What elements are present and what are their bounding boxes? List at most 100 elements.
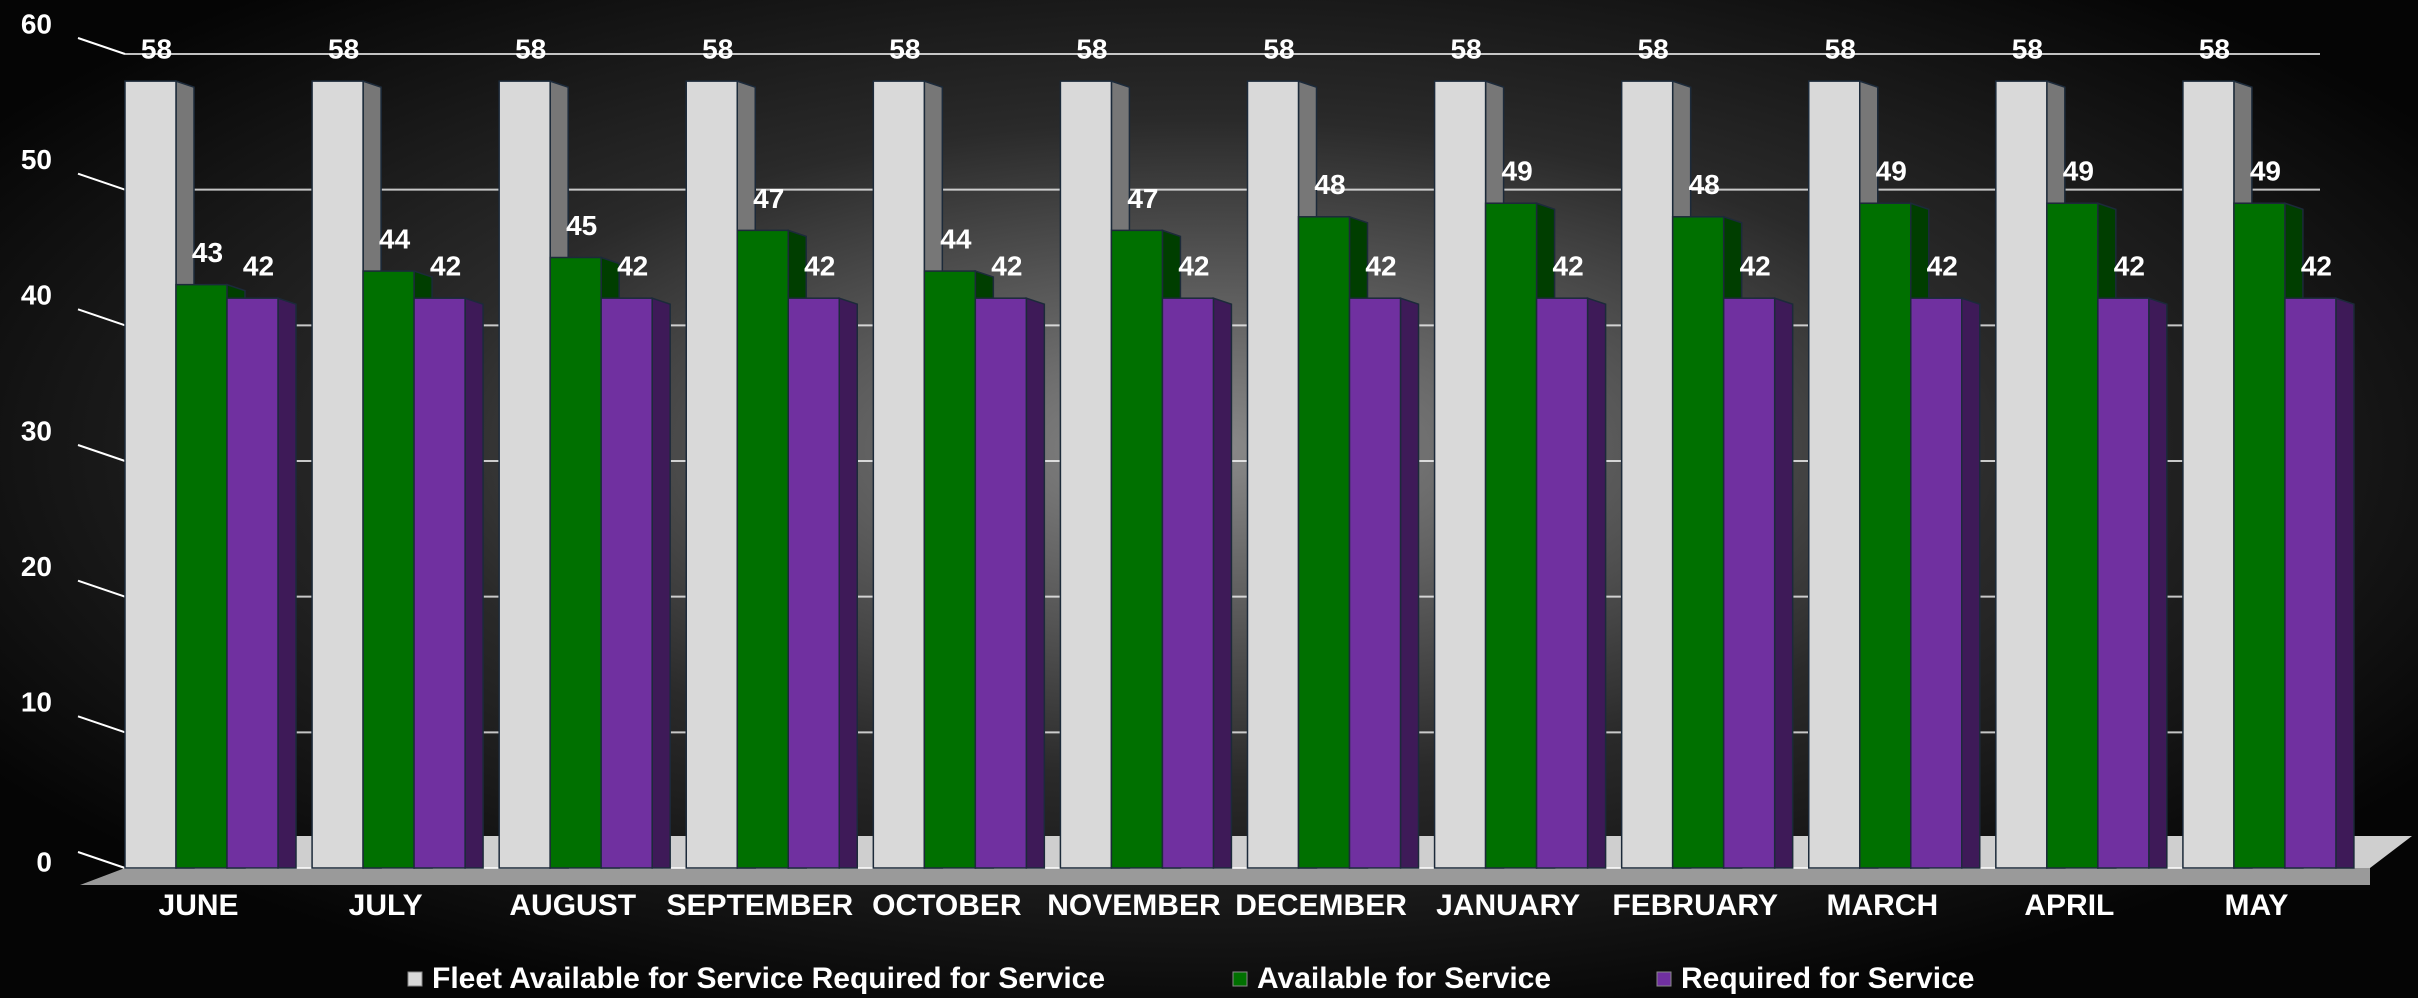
y-tick-label: 40 (21, 280, 52, 311)
bar (1348, 297, 1402, 869)
bar (1535, 297, 1589, 869)
bar (1484, 202, 1538, 869)
data-label: 47 (753, 183, 784, 214)
tick-mark (77, 37, 126, 55)
bar (362, 270, 415, 869)
data-label: 42 (617, 251, 648, 282)
bar-side (1212, 297, 1233, 869)
legend-swatch (407, 971, 423, 987)
bar-side (1586, 297, 1607, 869)
x-tick-label: MARCH (1826, 889, 1938, 922)
data-label: 58 (1076, 34, 1107, 65)
data-label: 58 (1825, 34, 1856, 65)
data-label: 42 (430, 251, 461, 282)
bar (2284, 297, 2337, 869)
y-tick-label: 60 (21, 8, 52, 39)
tick-mark (77, 579, 126, 598)
x-tick-label: OCTOBER (872, 889, 1022, 922)
bar (1859, 202, 1912, 869)
x-tick-label: AUGUST (509, 889, 636, 922)
data-label: 42 (991, 251, 1022, 282)
data-label: 42 (1178, 251, 1209, 282)
data-label: 58 (1638, 34, 1669, 65)
bar (1433, 80, 1487, 869)
data-label: 58 (1451, 34, 1482, 65)
data-label: 58 (328, 34, 359, 65)
x-tick-label: APRIL (2024, 889, 2114, 922)
bar (124, 80, 177, 869)
bar (1110, 229, 1164, 869)
bar (600, 297, 653, 869)
bar (1059, 80, 1113, 869)
data-label: 49 (1502, 156, 1533, 187)
bar (787, 297, 840, 869)
bar-side (1961, 297, 1981, 869)
bar (1161, 297, 1215, 869)
bar-side (2335, 297, 2355, 869)
x-tick-label: DECEMBER (1235, 889, 1407, 922)
data-label: 49 (1876, 156, 1907, 187)
bar (1297, 216, 1351, 869)
y-tick-label: 30 (21, 415, 52, 446)
bar (1246, 80, 1300, 869)
bar (2182, 80, 2235, 869)
data-label: 42 (2301, 251, 2332, 282)
bar (413, 297, 466, 869)
bar (974, 297, 1028, 869)
bar (923, 270, 977, 869)
bar (1722, 297, 1776, 869)
tick-mark (77, 444, 126, 462)
bar (685, 80, 738, 869)
bar (549, 256, 602, 869)
x-tick-label: SEPTEMBER (666, 889, 853, 922)
data-label: 49 (2250, 156, 2281, 187)
bar (2097, 297, 2150, 869)
bar-side (838, 297, 858, 869)
data-label: 48 (1689, 169, 1720, 200)
bar-side (1773, 297, 1794, 869)
data-label: 42 (1927, 251, 1958, 282)
bar (872, 80, 926, 869)
data-label: 43 (192, 237, 223, 268)
y-tick-label: 20 (21, 551, 52, 582)
data-label: 58 (141, 34, 172, 65)
data-label: 58 (889, 34, 920, 65)
tick-mark (77, 308, 126, 327)
legend-swatch (1232, 971, 1248, 987)
bar-side (277, 297, 297, 869)
legend-swatch (1656, 971, 1672, 987)
x-tick-label: JULY (349, 889, 423, 922)
data-label: 58 (1263, 34, 1294, 65)
bar-side (651, 297, 671, 869)
data-label: 49 (2063, 156, 2094, 187)
data-label: 58 (2012, 34, 2043, 65)
bar (226, 297, 279, 869)
data-label: 48 (1314, 169, 1345, 200)
data-label: 58 (702, 34, 733, 65)
x-tick-label: NOVEMBER (1047, 889, 1221, 922)
x-tick-label: FEBRUARY (1612, 889, 1778, 922)
bar (736, 229, 789, 869)
x-tick-label: JUNE (159, 889, 239, 922)
y-tick-label: 10 (21, 687, 52, 718)
bar (1910, 297, 1963, 869)
data-label: 45 (566, 210, 597, 241)
bar (2233, 202, 2286, 869)
floor-edge (80, 868, 2370, 885)
data-label: 42 (2114, 251, 2145, 282)
bar (2046, 202, 2099, 869)
data-label: 42 (1365, 251, 1396, 282)
bar (498, 80, 551, 869)
bar (1620, 80, 1674, 869)
tick-mark (77, 172, 126, 191)
x-tick-label: MAY (2224, 889, 2288, 922)
data-label: 44 (379, 223, 411, 254)
data-label: 44 (940, 223, 972, 254)
bar-side (1025, 297, 1046, 869)
data-label: 42 (1553, 251, 1584, 282)
data-label: 58 (515, 34, 546, 65)
bar (175, 283, 228, 869)
bar-side (1399, 297, 1420, 869)
data-label: 42 (243, 251, 274, 282)
